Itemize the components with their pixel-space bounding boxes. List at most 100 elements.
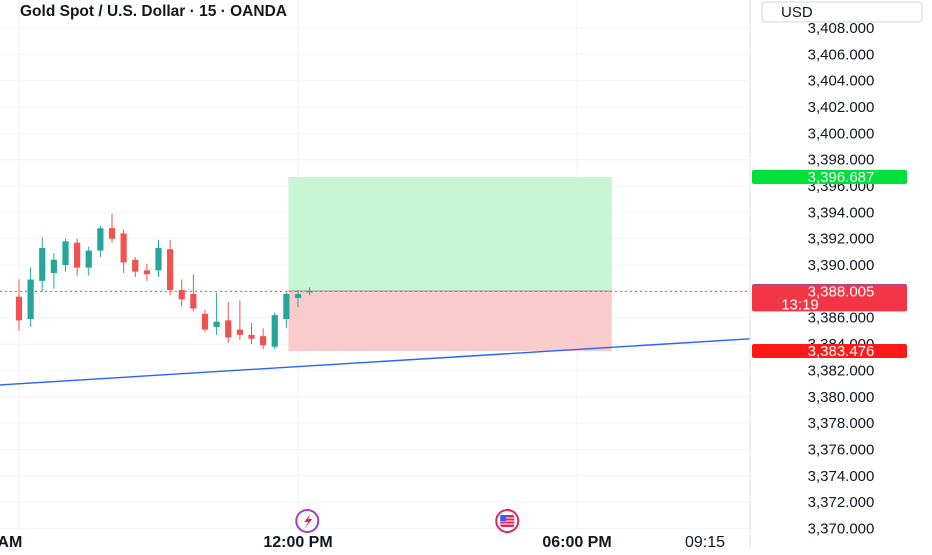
price-tick-label: 3,386.000 — [808, 310, 875, 327]
candle — [155, 240, 162, 277]
symbol-title[interactable]: Gold Spot / U.S. Dollar · 15 · OANDA — [20, 3, 287, 20]
countdown-text: 13:19 — [781, 296, 819, 313]
trendline[interactable] — [0, 338, 751, 386]
currency-button[interactable] — [761, 1, 923, 23]
candle-body — [248, 334, 255, 339]
price-tick-label: 3,406.000 — [808, 46, 875, 63]
candle — [225, 301, 232, 343]
candle-body — [201, 313, 209, 330]
candle — [178, 279, 185, 306]
candle-body — [50, 259, 57, 273]
candle-body — [213, 321, 220, 327]
candle-body — [27, 279, 34, 320]
candle-body — [85, 250, 92, 268]
candle — [27, 267, 34, 327]
candle — [294, 290, 302, 308]
candle-body — [62, 241, 69, 266]
stop-price-badge[interactable]: 3,383.476 — [752, 343, 907, 360]
candle-body — [74, 242, 81, 268]
candle — [85, 246, 92, 276]
target-price-badge-bg — [752, 169, 907, 184]
price-tick-label: 3,382.000 — [808, 362, 875, 379]
time-tick-label: 06:00 PM — [542, 534, 611, 550]
candle — [260, 328, 267, 350]
candle — [167, 240, 174, 296]
target-price-badge-text: 3,396.687 — [808, 169, 875, 186]
price-tick-label: 3,370.000 — [808, 520, 875, 537]
price-tick-label: 3,374.000 — [808, 468, 875, 485]
candle — [143, 263, 150, 281]
price-tick-label: 3,400.000 — [808, 125, 875, 142]
candle — [248, 323, 255, 345]
candle-body — [155, 247, 162, 271]
candle — [74, 238, 81, 276]
stop-zone[interactable] — [288, 291, 612, 351]
time-tick-label: 12:00 PM — [263, 534, 332, 550]
candle — [190, 274, 197, 312]
target-price-badge[interactable]: 3,396.687 — [752, 169, 907, 186]
candles-layer — [15, 213, 313, 350]
candle-body — [236, 329, 243, 335]
candle-body — [132, 259, 139, 272]
candle-body — [15, 296, 23, 321]
candle-body — [143, 270, 150, 275]
candle — [120, 229, 127, 273]
price-badges: 3,396.6873,388.0263,383.4763,388.00513:1… — [752, 169, 907, 360]
price-tick-label: 3,378.000 — [808, 415, 875, 432]
long-position-tool[interactable] — [288, 176, 612, 351]
candle-body — [190, 294, 197, 309]
price-tick-label: 3,398.000 — [808, 152, 875, 169]
price-tick-label: 3,376.000 — [808, 441, 875, 458]
candle-body — [283, 294, 290, 320]
candle-body — [178, 290, 185, 300]
us-flag-event-icon[interactable] — [495, 509, 520, 533]
time-axis[interactable]: 00 AM 12:00 PM 06:00 PM 09:15 — [0, 534, 725, 551]
price-tick-label: 3,392.000 — [808, 231, 875, 248]
price-tick-label: 3,372.000 — [808, 494, 875, 511]
candle — [306, 287, 313, 296]
candle — [97, 225, 104, 258]
candle — [283, 292, 290, 329]
price-tick-label: 3,408.000 — [808, 20, 875, 37]
price-tick-label: 3,404.000 — [808, 73, 875, 90]
events-layer — [295, 509, 520, 533]
current-price-text: 3,388.005 — [808, 283, 875, 300]
time-tick-label: 00 AM — [0, 534, 22, 550]
candle — [108, 213, 116, 243]
stop-price-badge-bg — [752, 343, 907, 358]
current-price-badge-bg — [752, 284, 907, 312]
lightning-icon-bolt — [304, 514, 313, 529]
candle-body — [260, 336, 267, 346]
candle-body — [225, 320, 232, 338]
price-tick-label: 3,394.000 — [808, 204, 875, 221]
candle — [132, 257, 139, 277]
candle — [213, 292, 220, 335]
candle-body — [294, 294, 302, 298]
candle-body — [39, 247, 46, 281]
candle — [201, 309, 209, 333]
candle — [39, 237, 46, 292]
price-tick-label: 3,402.000 — [808, 99, 875, 116]
candle-body — [306, 291, 313, 293]
currency-button-label: USD — [781, 4, 813, 21]
time-tick-label: 09:15 — [685, 534, 725, 550]
price-scale[interactable] — [750, 0, 932, 550]
target-zone[interactable] — [288, 176, 612, 292]
candle — [271, 312, 278, 350]
candle-body — [97, 228, 104, 251]
candle-body — [120, 233, 127, 263]
stop-price-badge-text: 3,383.476 — [808, 343, 875, 360]
lightning-event-icon[interactable] — [295, 509, 320, 533]
candle-body — [167, 249, 174, 291]
price-tick-label: 3,390.000 — [808, 257, 875, 274]
candle — [62, 238, 69, 272]
candle — [50, 253, 57, 289]
candle-body — [108, 228, 116, 239]
candle — [15, 279, 23, 331]
flag-icon-canton — [500, 515, 507, 521]
candle — [236, 300, 243, 341]
price-tick-label: 3,380.000 — [808, 389, 875, 406]
